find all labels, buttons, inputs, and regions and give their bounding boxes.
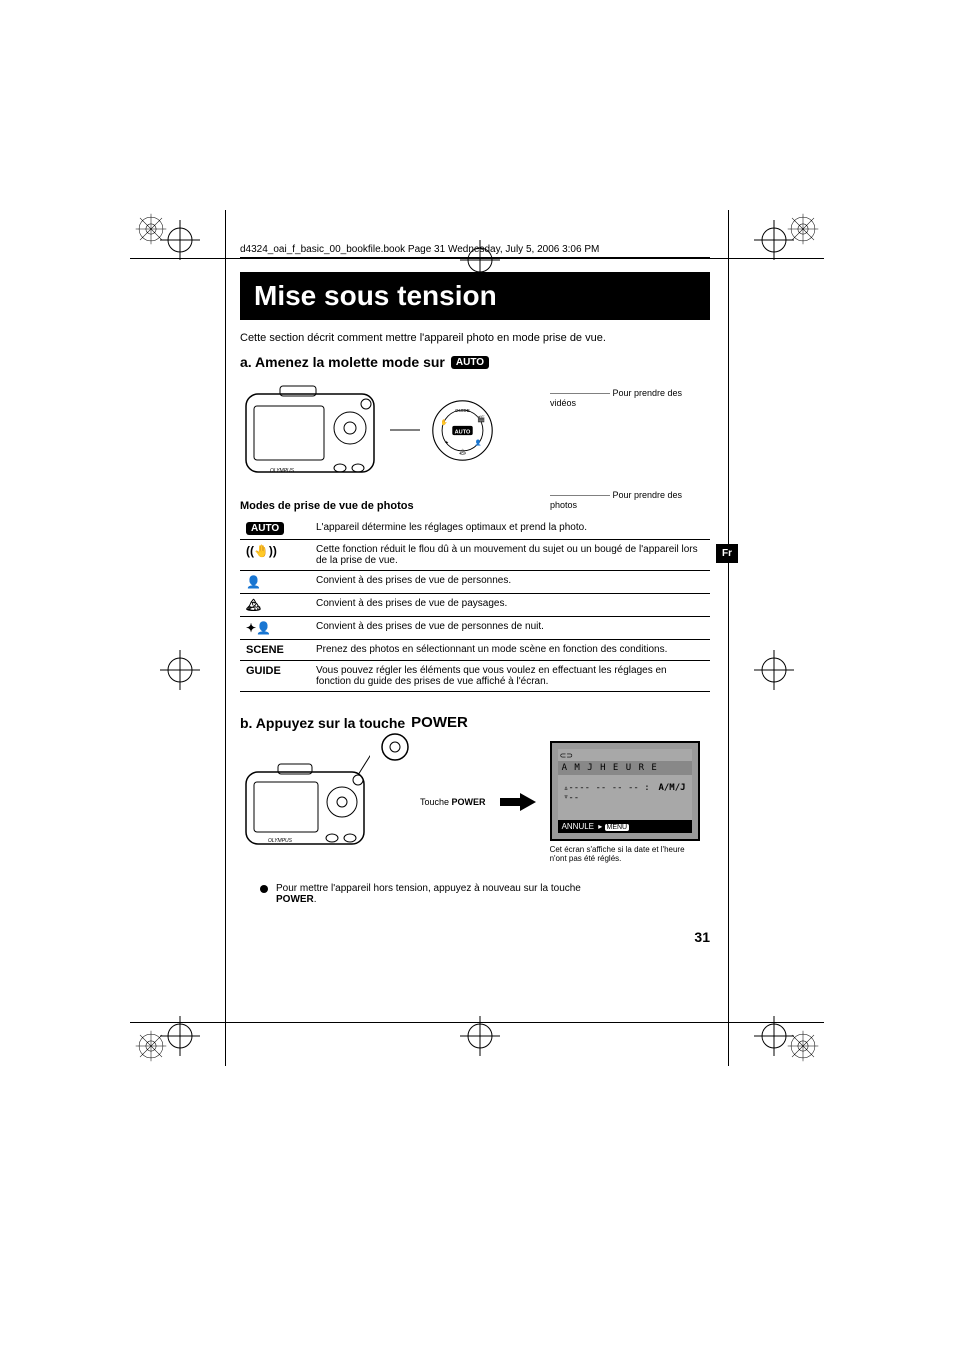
power-button-detail xyxy=(380,732,410,762)
svg-text:✋: ✋ xyxy=(440,418,447,426)
touche-power-text: POWER xyxy=(452,797,486,807)
mode-desc-cell: Vous pouvez régler les éléments que vous… xyxy=(310,661,710,692)
mode-desc-cell: Convient à des prises de vue de paysages… xyxy=(310,594,710,617)
camera-back-illustration: OLYMPUS xyxy=(240,380,380,480)
mode-row: 👤Convient à des prises de vue de personn… xyxy=(240,571,710,594)
mode-icon-cell: 🏔 xyxy=(240,594,310,617)
svg-text:👤: 👤 xyxy=(475,438,482,446)
power-word: POWER xyxy=(411,714,468,731)
intro-text: Cette section décrit comment mettre l'ap… xyxy=(240,332,710,344)
registration-mark-tl xyxy=(160,220,200,260)
bullet-period: . xyxy=(314,894,317,905)
section-a-heading: a. Amenez la molette mode sur AUTO xyxy=(240,354,710,370)
language-tab: Fr xyxy=(716,544,738,563)
connector-line xyxy=(390,400,420,460)
arrow-icon xyxy=(500,793,536,811)
label-videos: Pour prendre des vidéos xyxy=(550,388,710,408)
label-photos-text: Pour prendre des photos xyxy=(550,490,682,510)
mode-desc-cell: L'appareil détermine les réglages optima… xyxy=(310,518,710,540)
label-photos: Pour prendre des photos xyxy=(550,490,710,510)
mode-row: SCENEPrenez des photos en sélectionnant … xyxy=(240,640,710,661)
screen-cancel-text: ANNULE xyxy=(562,822,594,831)
registration-mark-mr xyxy=(754,650,794,690)
mode-icon-cell: 👤 xyxy=(240,571,310,594)
bullet-power-text: POWER xyxy=(276,894,314,905)
mode-icon-cell: SCENE xyxy=(240,640,310,661)
auto-badge-icon: AUTO xyxy=(451,356,489,369)
registration-mark-tr xyxy=(754,220,794,260)
screen-bottom-bar: ANNULE ▸ MENU xyxy=(558,820,692,833)
touche-power-label: Touche POWER xyxy=(420,797,486,807)
mode-dial-illustration: AUTO GUIDE 🎬 ✋ 👤 ✦ 🏔 xyxy=(430,398,495,463)
mode-dial-diagram: OLYMPUS AUTO GUIDE 🎬 ✋ 👤 ✦ 🏔 Pour prendr… xyxy=(240,380,710,480)
mode-icon-cell: AUTO xyxy=(240,518,310,540)
page-content: d4324_oai_f_basic_00_bookfile.book Page … xyxy=(240,244,710,905)
registration-mark-mb xyxy=(460,1016,500,1056)
power-diagram: OLYMPUS Touche POWER ⊂⊃ A M J H E U R E … xyxy=(240,741,710,863)
registration-mark-ml xyxy=(160,650,200,690)
mode-icon-cell: ((🤚)) xyxy=(240,540,310,571)
registration-mark-bl xyxy=(160,1016,200,1056)
svg-text:GUIDE: GUIDE xyxy=(455,407,470,412)
svg-text:OLYMPUS: OLYMPUS xyxy=(268,838,293,844)
page-number: 31 xyxy=(694,929,710,945)
mode-icon-cell: GUIDE xyxy=(240,661,310,692)
screen-format-text: A/M/J xyxy=(658,783,685,803)
crop-line-right xyxy=(728,210,729,1066)
modes-table: AUTOL'appareil détermine les réglages op… xyxy=(240,518,710,692)
bookfile-header: d4324_oai_f_basic_00_bookfile.book Page … xyxy=(240,244,710,258)
mode-row: GUIDEVous pouvez régler les éléments que… xyxy=(240,661,710,692)
screen-dashes-row: ▵▿ ---- -- -- -- : -- A/M/J xyxy=(558,775,692,811)
svg-text:🎬: 🎬 xyxy=(477,415,485,423)
screen-container: ⊂⊃ A M J H E U R E ▵▿ ---- -- -- -- : --… xyxy=(550,741,700,863)
bullet-icon xyxy=(260,885,268,893)
screen-date-header: A M J H E U R E xyxy=(558,761,692,775)
section-a-heading-text: a. Amenez la molette mode sur xyxy=(240,354,445,370)
screen-menu-text: MENU xyxy=(605,824,630,831)
mode-desc-cell: Convient à des prises de vue de personne… xyxy=(310,571,710,594)
svg-text:AUTO: AUTO xyxy=(455,429,471,435)
screen-caption: Cet écran s'affiche si la date et l'heur… xyxy=(550,845,700,863)
mode-row: 🏔Convient à des prises de vue de paysage… xyxy=(240,594,710,617)
screen-dashes-text: ---- -- -- -- : -- xyxy=(568,783,658,803)
date-screen: ⊂⊃ A M J H E U R E ▵▿ ---- -- -- -- : --… xyxy=(550,741,700,841)
mode-row: AUTOL'appareil détermine les réglages op… xyxy=(240,518,710,540)
label-videos-text: Pour prendre des vidéos xyxy=(550,388,682,408)
touche-text: Touche xyxy=(420,797,449,807)
registration-mark-br xyxy=(754,1016,794,1056)
crop-line-left xyxy=(225,210,226,1066)
power-off-note: Pour mettre l'appareil hors tension, app… xyxy=(260,883,710,905)
svg-text:OLYMPUS: OLYMPUS xyxy=(270,468,295,474)
section-b-heading-text: b. Appuyez sur la touche xyxy=(240,715,405,731)
section-b-heading: b. Appuyez sur la touche POWER xyxy=(240,714,710,731)
camera-power-illustration: OLYMPUS xyxy=(240,750,370,850)
mode-row: ✦👤Convient à des prises de vue de person… xyxy=(240,617,710,640)
svg-text:🏔: 🏔 xyxy=(459,448,466,455)
bullet-note-text: Pour mettre l'appareil hors tension, app… xyxy=(276,883,581,894)
mode-row: ((🤚))Cette fonction réduit le flou dû à … xyxy=(240,540,710,571)
svg-text:✦: ✦ xyxy=(444,439,449,446)
page-title: Mise sous tension xyxy=(240,272,710,320)
mode-desc-cell: Cette fonction réduit le flou dû à un mo… xyxy=(310,540,710,571)
mode-icon-cell: ✦👤 xyxy=(240,617,310,640)
mode-desc-cell: Prenez des photos en sélectionnant un mo… xyxy=(310,640,710,661)
mode-desc-cell: Convient à des prises de vue de personne… xyxy=(310,617,710,640)
